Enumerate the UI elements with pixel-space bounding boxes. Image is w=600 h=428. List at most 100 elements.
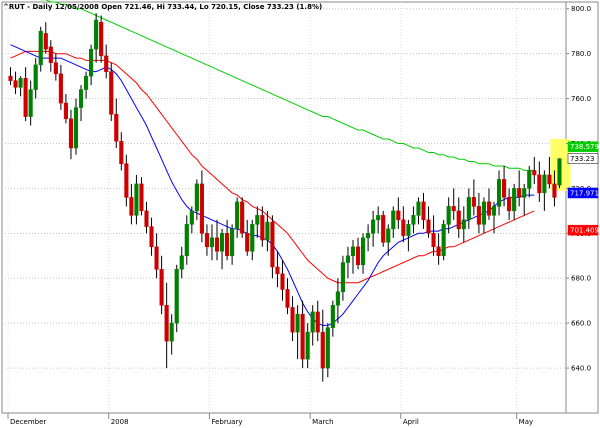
candle-body (552, 183, 557, 198)
candle-body (315, 311, 320, 333)
candle-body (214, 237, 220, 252)
x-tick-label: 2008 (111, 418, 129, 426)
candle-body (310, 311, 315, 333)
candle (406, 219, 411, 252)
candle (330, 300, 335, 337)
candle (416, 197, 421, 225)
candle (68, 109, 74, 160)
candle (104, 44, 109, 79)
candle (38, 26, 43, 72)
candle (396, 197, 401, 229)
value-tag-label: 738.579 (570, 143, 599, 151)
candle-body (78, 89, 84, 108)
candle-body (547, 174, 552, 185)
candle-body (84, 75, 89, 90)
candle (466, 188, 471, 229)
candle-body (537, 174, 542, 194)
candle-body (517, 188, 522, 198)
candle (204, 224, 209, 256)
candle (376, 206, 381, 234)
candle (391, 206, 396, 238)
value-tag-box (567, 141, 599, 152)
candle-body (53, 62, 58, 75)
candle-body (38, 30, 43, 66)
candle-body (451, 206, 456, 212)
candle-body (471, 197, 476, 207)
candle (149, 217, 154, 256)
candle-body (355, 246, 361, 266)
candle (164, 282, 169, 369)
candle-body (245, 233, 250, 252)
candle (557, 158, 562, 189)
candle-body (134, 183, 139, 216)
candle (335, 278, 340, 324)
candle-body (204, 233, 209, 248)
candle (194, 179, 199, 220)
x-tick-label: February (211, 418, 242, 426)
candle (552, 170, 557, 207)
candle (214, 219, 220, 261)
candle-body (219, 233, 225, 252)
plot-frame (1, 1, 599, 414)
candle (184, 215, 189, 265)
candle-body (255, 215, 260, 225)
candle-body (481, 201, 486, 225)
candle (280, 260, 285, 301)
candle (471, 179, 476, 216)
candle-body (496, 179, 502, 207)
candle-body (89, 48, 94, 77)
candle-body (209, 237, 215, 248)
candle-body (164, 304, 169, 342)
candle-body (169, 322, 174, 342)
candle-body (8, 75, 13, 81)
candle (441, 219, 446, 261)
candle (305, 323, 310, 369)
candle-body (199, 183, 204, 234)
candle (537, 161, 542, 202)
candle (124, 154, 129, 207)
candle (542, 170, 547, 211)
candle-body (532, 170, 537, 176)
candle-body (184, 224, 189, 257)
candle-body (330, 304, 335, 328)
candle (53, 53, 58, 81)
candle-body (99, 21, 104, 57)
candle-body (265, 221, 270, 241)
candle (532, 156, 537, 184)
candle-body (109, 71, 114, 115)
candle (295, 305, 300, 360)
candle-body (154, 246, 159, 270)
candle-body (436, 246, 441, 257)
candle (461, 206, 466, 243)
candle (446, 197, 451, 234)
y-tick-label: 800.0 (571, 5, 591, 13)
candle-body (104, 55, 109, 72)
candle-body (33, 64, 38, 90)
y-tick-label: 640.0 (571, 365, 591, 373)
candle (114, 98, 119, 148)
candle-body (119, 140, 124, 164)
candle (491, 201, 497, 234)
candle (139, 177, 144, 216)
axis-layer: 640.0660.0680.0700.0720.0740.0760.0780.0… (7, 5, 591, 426)
candle-body (149, 226, 154, 248)
candle-body (325, 327, 330, 369)
candle (371, 210, 376, 247)
candle-body (406, 224, 411, 236)
candle-body (23, 78, 28, 117)
candle (134, 174, 139, 225)
candle (78, 85, 84, 122)
candle (209, 224, 215, 261)
candle-body (391, 210, 396, 230)
value-tag-box (567, 187, 599, 199)
candle (43, 22, 48, 54)
candle (401, 206, 406, 243)
candle-body (476, 206, 481, 225)
candle (496, 170, 502, 216)
candle-body (421, 201, 426, 221)
candle-body (275, 266, 280, 275)
candle-body (260, 215, 265, 241)
candle (436, 233, 441, 265)
candle (109, 62, 114, 122)
